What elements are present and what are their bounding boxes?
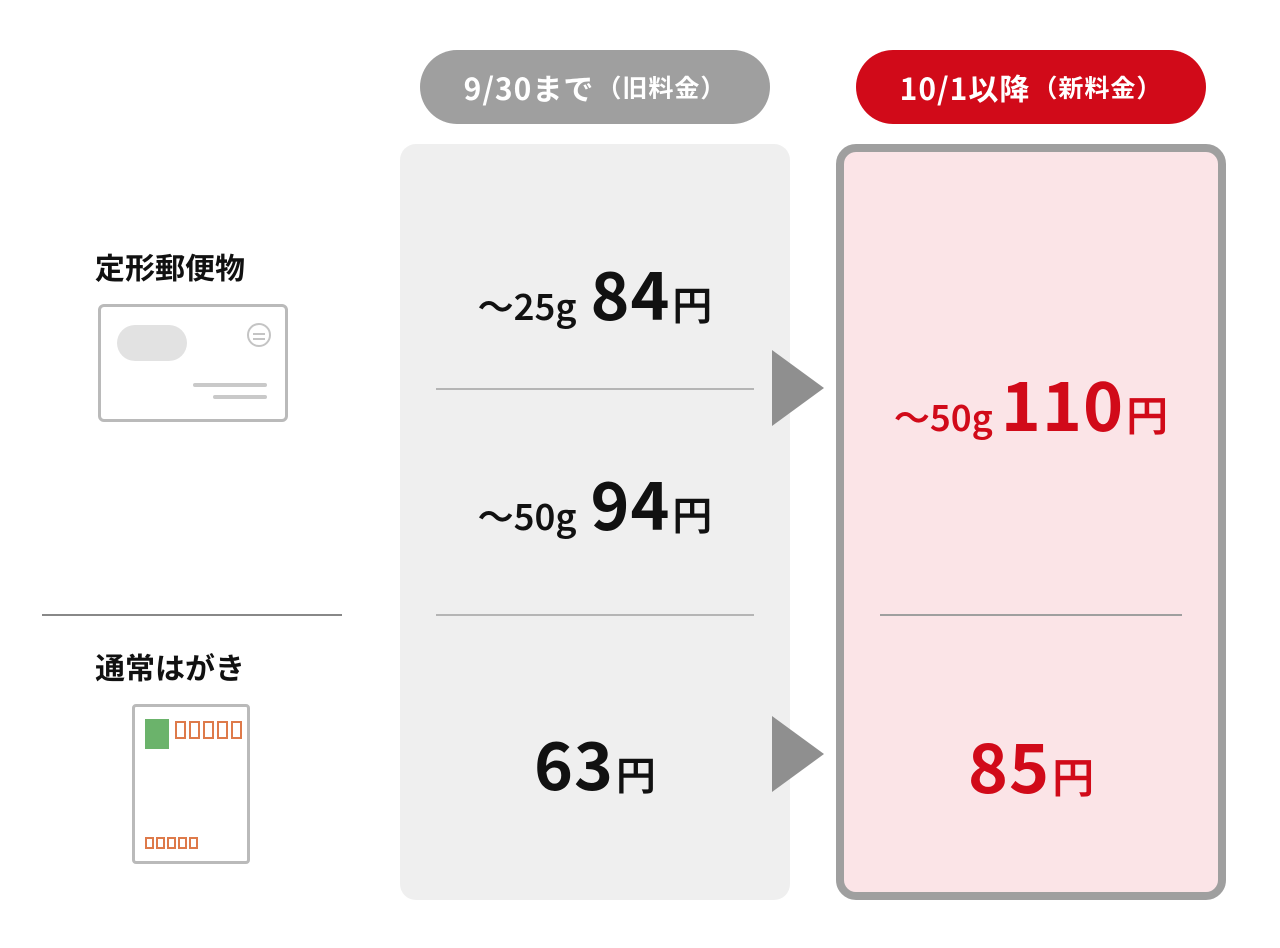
old-row-50g: ～50g 94 円 [400, 454, 790, 550]
arrow-icon-envelope [772, 350, 824, 426]
new-divider [880, 614, 1182, 616]
arrow-icon-postcard [772, 716, 824, 792]
new-postcard-price: 85 円 [844, 714, 1218, 813]
new-env-unit: 円 [1126, 383, 1168, 444]
old-row2-weight: ～50g [478, 489, 577, 541]
old-rate-column: ～25g 84 円 ～50g 94 円 63 円 [400, 144, 790, 900]
old-pill-main: 9/30まで [464, 65, 595, 109]
postcard-icon [132, 704, 250, 864]
envelope-type-label: 定形郵便物 [0, 244, 340, 288]
old-row3-price: 63 [534, 714, 614, 810]
new-pc-price: 85 [968, 714, 1050, 813]
old-row1-unit: 円 [672, 274, 712, 332]
postcard-label-text: 通常はがき [95, 644, 245, 688]
new-pill-main: 10/1以降 [900, 65, 1031, 109]
new-pill-sub: （新料金） [1032, 69, 1162, 105]
new-envelope-price: ～50g 110 円 [844, 352, 1218, 451]
envelope-icon [98, 304, 288, 422]
old-row1-price: 84 [591, 244, 671, 340]
new-env-weight: ～50g [894, 390, 993, 442]
old-row2-unit: 円 [672, 484, 712, 542]
new-rate-column: ～50g 110 円 85 円 [836, 144, 1226, 900]
old-row1-weight: ～25g [478, 279, 577, 331]
postcard-type-label: 通常はがき [0, 644, 340, 688]
old-divider-1 [436, 388, 754, 390]
old-row-25g: ～25g 84 円 [400, 244, 790, 340]
old-rate-pill: 9/30まで （旧料金） [420, 50, 770, 124]
old-pill-sub: （旧料金） [596, 69, 726, 105]
envelope-label-text: 定形郵便物 [95, 244, 245, 288]
old-row2-price: 94 [591, 454, 671, 550]
new-rate-pill: 10/1以降 （新料金） [856, 50, 1206, 124]
new-env-price: 110 [1001, 352, 1124, 451]
old-row-postcard: 63 円 [400, 714, 790, 810]
old-row3-unit: 円 [616, 744, 656, 802]
left-type-divider [42, 614, 342, 616]
postal-rate-comparison: 9/30まで （旧料金） 10/1以降 （新料金） ～25g 84 円 ～50g… [0, 0, 1280, 948]
old-divider-2 [436, 614, 754, 616]
new-pc-unit: 円 [1052, 745, 1094, 806]
